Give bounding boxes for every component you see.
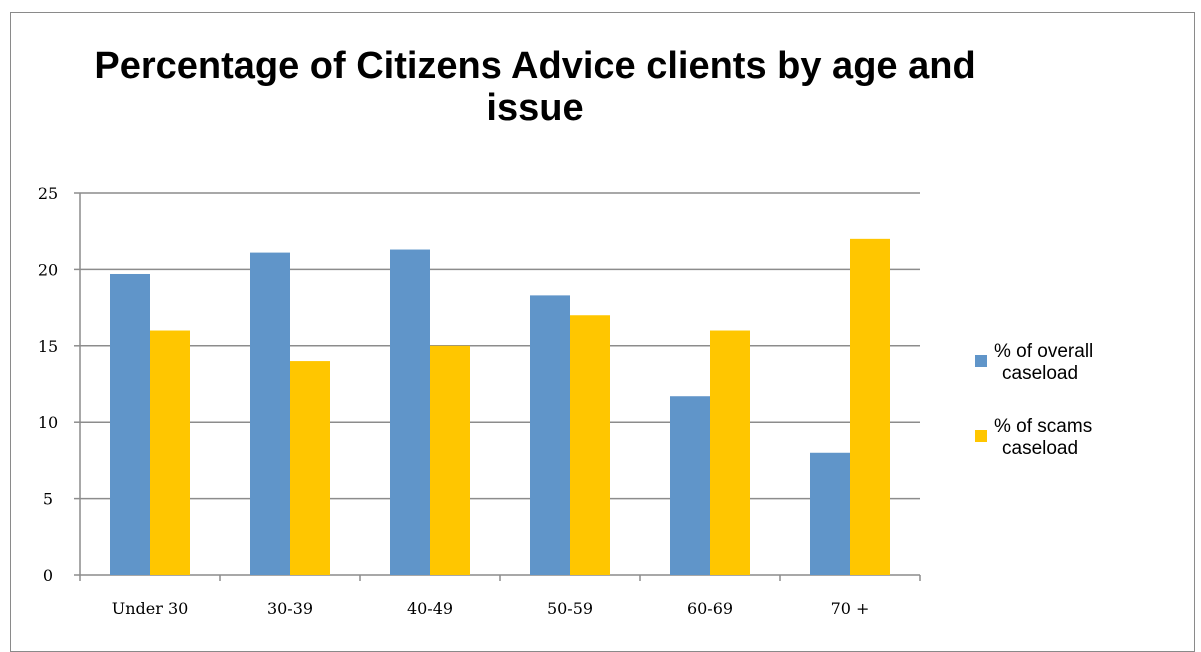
x-tick-label: 50-59 <box>547 599 593 618</box>
legend-label-0: % of overall caseload <box>994 341 1093 384</box>
legend-label-1: % of scams caseload <box>994 416 1092 459</box>
y-tick-label: 0 <box>43 566 53 585</box>
y-tick-label: 20 <box>38 260 58 279</box>
bar-overall-5 <box>810 452 850 575</box>
x-tick-label: 60-69 <box>687 599 733 618</box>
bar-scams-4 <box>710 330 750 575</box>
legend-swatch-1 <box>975 430 987 442</box>
legend-swatch-0 <box>975 355 987 367</box>
x-tick-label: Under 30 <box>112 599 189 618</box>
bar-scams-5 <box>850 238 890 575</box>
y-tick-label: 15 <box>38 337 58 356</box>
bar-overall-1 <box>250 252 290 576</box>
x-tick-label: 40-49 <box>407 599 453 618</box>
y-tick-label: 10 <box>38 413 58 432</box>
y-tick-label: 25 <box>38 184 58 203</box>
bar-overall-2 <box>390 249 430 575</box>
y-tick-label: 5 <box>43 490 53 509</box>
bar-scams-1 <box>290 361 330 575</box>
chart-title: Percentage of Citizens Advice clients by… <box>94 45 976 129</box>
bar-overall-3 <box>530 295 570 575</box>
bar-scams-3 <box>570 315 610 575</box>
bar-overall-4 <box>670 396 710 575</box>
x-tick-label: 70 + <box>831 599 870 618</box>
bar-overall-0 <box>110 273 150 575</box>
bar-scams-2 <box>430 345 470 575</box>
x-tick-label: 30-39 <box>267 599 313 618</box>
bar-scams-0 <box>150 330 190 575</box>
bar-chart: 0 5 10 15 20 25 Under 30 30-39 40-49 50-59 60-69 70… <box>38 184 1093 618</box>
